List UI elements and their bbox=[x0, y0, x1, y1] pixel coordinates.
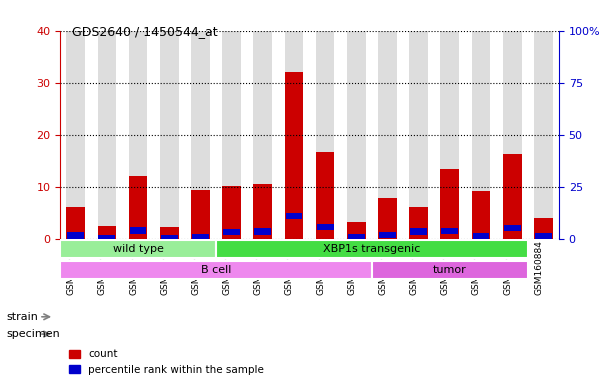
Bar bbox=[316, 152, 335, 239]
Bar bbox=[441, 228, 458, 234]
Text: XBP1s transgenic: XBP1s transgenic bbox=[323, 244, 421, 254]
Text: specimen: specimen bbox=[6, 329, 59, 339]
FancyBboxPatch shape bbox=[60, 261, 372, 279]
Bar bbox=[160, 227, 178, 239]
Bar bbox=[97, 31, 116, 239]
Bar bbox=[378, 198, 397, 239]
Bar bbox=[534, 218, 553, 239]
Text: wild type: wild type bbox=[112, 244, 163, 254]
Bar bbox=[254, 31, 272, 239]
Bar bbox=[378, 31, 397, 239]
Bar bbox=[130, 227, 147, 233]
Bar bbox=[67, 232, 84, 239]
Bar bbox=[192, 233, 209, 240]
Bar bbox=[160, 31, 178, 239]
Bar bbox=[129, 31, 147, 239]
Bar bbox=[66, 31, 85, 239]
FancyBboxPatch shape bbox=[60, 240, 216, 258]
FancyBboxPatch shape bbox=[216, 240, 528, 258]
Bar bbox=[191, 190, 210, 239]
Bar bbox=[472, 233, 489, 239]
Bar bbox=[161, 235, 178, 241]
Bar bbox=[409, 207, 428, 239]
Bar bbox=[503, 154, 522, 239]
Text: tumor: tumor bbox=[433, 265, 467, 275]
Bar bbox=[285, 31, 304, 239]
Bar bbox=[223, 229, 240, 235]
Bar bbox=[472, 31, 490, 239]
Text: GDS2640 / 1450544_at: GDS2640 / 1450544_at bbox=[72, 25, 218, 38]
Bar bbox=[535, 233, 552, 239]
Bar bbox=[503, 31, 522, 239]
Bar bbox=[347, 31, 365, 239]
Bar bbox=[222, 31, 241, 239]
Bar bbox=[534, 31, 553, 239]
Text: B cell: B cell bbox=[201, 265, 231, 275]
Bar bbox=[317, 223, 334, 230]
Bar bbox=[191, 31, 210, 239]
Bar bbox=[99, 235, 115, 241]
FancyBboxPatch shape bbox=[372, 261, 528, 279]
Bar bbox=[222, 186, 241, 239]
Text: strain: strain bbox=[6, 312, 38, 322]
Bar bbox=[472, 191, 490, 239]
Bar bbox=[441, 169, 459, 239]
Bar bbox=[410, 228, 427, 235]
Bar bbox=[97, 226, 116, 239]
Bar bbox=[285, 213, 302, 219]
Bar bbox=[285, 72, 304, 239]
Bar bbox=[129, 176, 147, 239]
Bar bbox=[441, 31, 459, 239]
Bar bbox=[66, 207, 85, 239]
Bar bbox=[409, 31, 428, 239]
Bar bbox=[347, 222, 365, 239]
Bar bbox=[316, 31, 335, 239]
Bar bbox=[504, 225, 520, 232]
Bar bbox=[379, 232, 396, 238]
Legend: count, percentile rank within the sample: count, percentile rank within the sample bbox=[66, 345, 268, 379]
Bar bbox=[254, 228, 271, 235]
Bar bbox=[348, 234, 365, 240]
Bar bbox=[254, 184, 272, 239]
